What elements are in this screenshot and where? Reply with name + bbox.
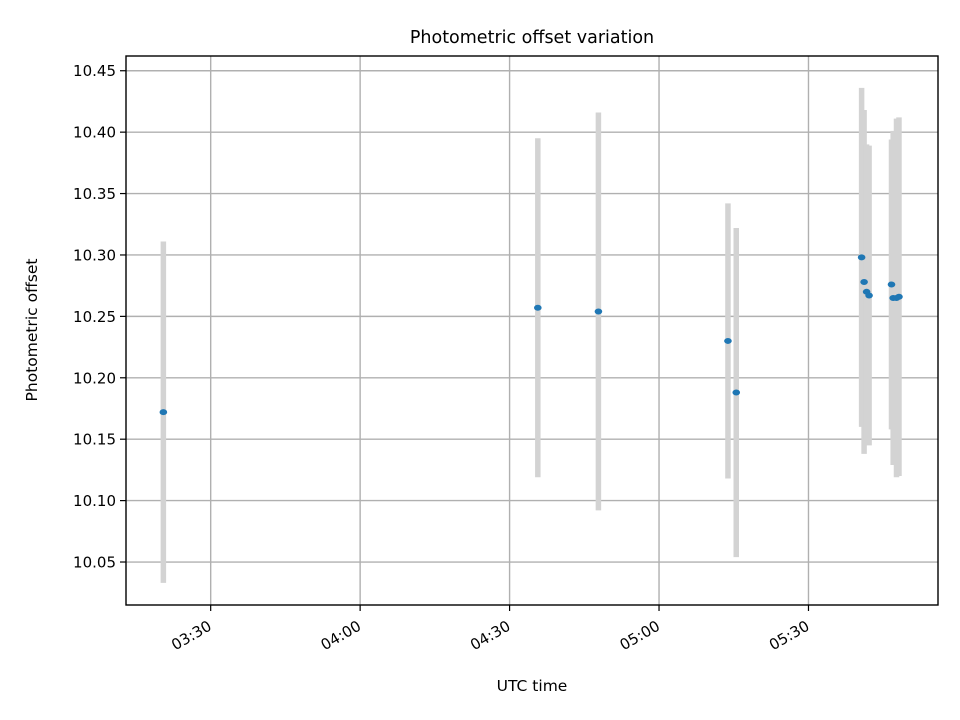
y-tick-label: 10.25	[73, 308, 116, 326]
x-tick-label: 05:00	[617, 617, 663, 654]
data-point	[860, 278, 868, 285]
data-point	[865, 292, 873, 299]
data-point	[159, 409, 168, 416]
y-tick-label: 10.20	[73, 369, 116, 387]
x-axis-label: UTC time	[497, 677, 568, 695]
x-tick-label: 05:30	[766, 617, 812, 654]
y-axis-label: Photometric offset	[23, 259, 41, 402]
plot-area-frame	[125, 55, 939, 606]
y-tick-label: 10.35	[73, 185, 116, 203]
data-point	[857, 254, 866, 261]
data-points	[159, 254, 903, 416]
y-tick-label: 10.05	[73, 554, 116, 572]
y-tick-label: 10.15	[73, 431, 116, 449]
data-point	[534, 304, 542, 311]
chart-title: Photometric offset variation	[410, 28, 654, 48]
y-tick-label: 10.45	[73, 62, 116, 80]
y-tick-label: 10.40	[73, 124, 116, 142]
data-point	[895, 293, 903, 300]
data-point	[732, 389, 741, 396]
data-point	[724, 337, 732, 344]
x-axis-ticks: 03:30 04:00 04:30 05:00 05:30	[168, 605, 812, 654]
y-tick-label: 10.10	[73, 492, 116, 510]
data-point	[887, 281, 896, 288]
data-point	[594, 308, 603, 315]
y-axis-ticks: 10.05 10.10 10.15 10.20 10.25 10.30 10.35 10.40…	[73, 62, 126, 572]
grid	[126, 56, 938, 605]
x-tick-label: 04:00	[318, 617, 364, 654]
x-tick-label: 04:30	[467, 617, 513, 654]
x-tick-label: 03:30	[168, 617, 214, 654]
y-tick-label: 10.30	[73, 246, 116, 264]
errorbars	[160, 87, 902, 583]
